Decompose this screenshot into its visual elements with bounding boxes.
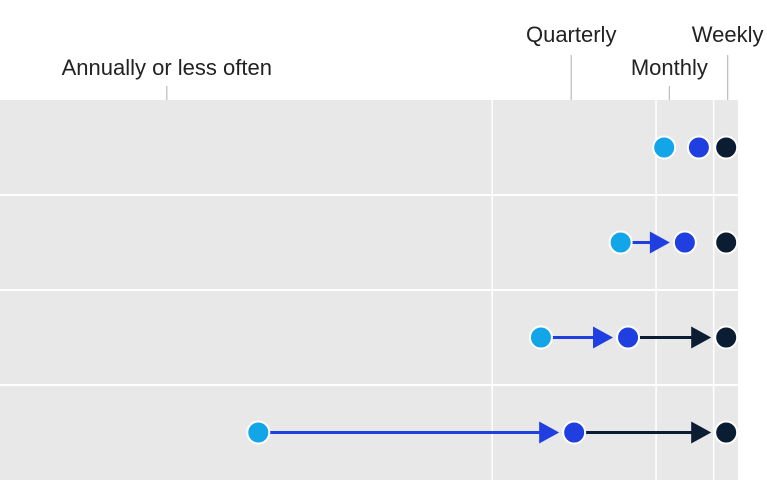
x-tick-label: Weekly bbox=[692, 22, 764, 47]
arrow-head bbox=[691, 421, 712, 444]
arrow-head bbox=[593, 326, 614, 349]
arrow-head bbox=[539, 421, 560, 444]
dot bbox=[246, 420, 271, 445]
dot bbox=[562, 420, 587, 445]
arrow bbox=[585, 421, 712, 444]
dot bbox=[652, 135, 677, 160]
dot bbox=[672, 230, 697, 255]
dot bbox=[714, 135, 739, 160]
dot bbox=[528, 325, 553, 350]
dot bbox=[616, 325, 641, 350]
arrow bbox=[551, 326, 614, 349]
arrow bbox=[639, 326, 712, 349]
dot bbox=[714, 420, 739, 445]
arrow bbox=[631, 231, 670, 254]
arrow-head bbox=[691, 326, 712, 349]
dot bbox=[608, 230, 633, 255]
x-tick-label: Quarterly bbox=[526, 22, 616, 47]
dot bbox=[686, 135, 711, 160]
dot bbox=[714, 325, 739, 350]
x-tick-label: Monthly bbox=[631, 55, 708, 80]
arrow bbox=[269, 421, 560, 444]
dot bbox=[714, 230, 739, 255]
arrow-head bbox=[649, 231, 670, 254]
x-tick-label: Annually or less often bbox=[62, 55, 272, 80]
